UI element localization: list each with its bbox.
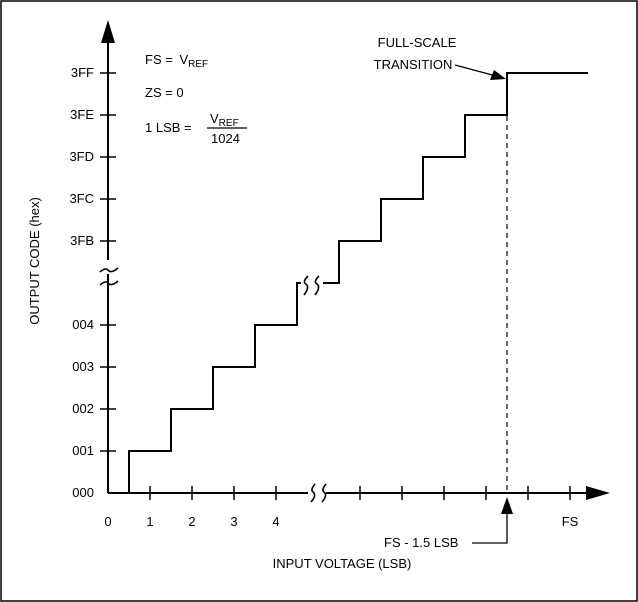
legend-lsb-lhs: 1 LSB = (145, 120, 192, 135)
legend-zs: ZS = 0 (145, 85, 184, 100)
y-tick-label: 3FF (71, 65, 94, 80)
x-axis (108, 483, 610, 503)
full-scale-annotation: FULL-SCALE TRANSITION (374, 35, 457, 72)
y-tick-label: 3FE (70, 107, 94, 122)
fs-minus-1p5-lsb-arrowhead (501, 497, 513, 514)
x-tick-label: 1 (146, 514, 153, 529)
legend-block: FS = VREF ZS = 0 1 LSB = VREF 1024 (145, 52, 247, 146)
x-tick-labels: 0 1 2 3 4 FS (104, 514, 578, 529)
full-scale-arrowhead (490, 70, 506, 80)
y-tick-label: 3FD (69, 149, 94, 164)
full-scale-label-line2: TRANSITION (374, 57, 453, 72)
staircase-break-mark (303, 275, 320, 296)
x-ticks (149, 486, 571, 500)
y-tick-label: 3FB (70, 233, 94, 248)
y-axis (99, 20, 119, 493)
transfer-staircase-high (323, 72, 588, 284)
full-scale-leader-line (454, 64, 497, 77)
x-tick-label: 2 (188, 514, 195, 529)
y-tick-label: 3FC (69, 191, 94, 206)
y-tick-label: 003 (72, 359, 94, 374)
x-tick-label: 0 (104, 514, 111, 529)
y-ticks (100, 72, 116, 452)
x-axis-arrowhead (586, 486, 610, 500)
y-tick-label: 004 (72, 317, 94, 332)
legend-fs: FS = VREF (145, 52, 208, 70)
y-tick-label: 001 (72, 443, 94, 458)
x-tick-label: 4 (272, 514, 279, 529)
x-tick-label: 3 (230, 514, 237, 529)
fs-minus-1p5-lsb-leader (472, 510, 508, 544)
x-axis-title: INPUT VOLTAGE (LSB) (273, 556, 412, 571)
y-tick-labels: 000 001 002 003 004 3FB 3FC 3FD 3FE 3FF (69, 65, 94, 500)
transfer-staircase-low (128, 282, 301, 493)
y-tick-label: 000 (72, 485, 94, 500)
x-tick-label: FS (562, 514, 579, 529)
fs-minus-1p5-lsb-label: FS - 1.5 LSB (384, 535, 458, 550)
legend-lsb-denominator: 1024 (211, 131, 240, 146)
y-axis-break-mark (99, 267, 119, 286)
full-scale-label-line1: FULL-SCALE (378, 35, 457, 50)
y-tick-label: 002 (72, 401, 94, 416)
y-axis-arrowhead (101, 20, 115, 43)
x-axis-break-mark (310, 483, 327, 503)
y-axis-title: OUTPUT CODE (hex) (27, 197, 42, 325)
legend-lsb-numerator: VREF (210, 111, 239, 129)
